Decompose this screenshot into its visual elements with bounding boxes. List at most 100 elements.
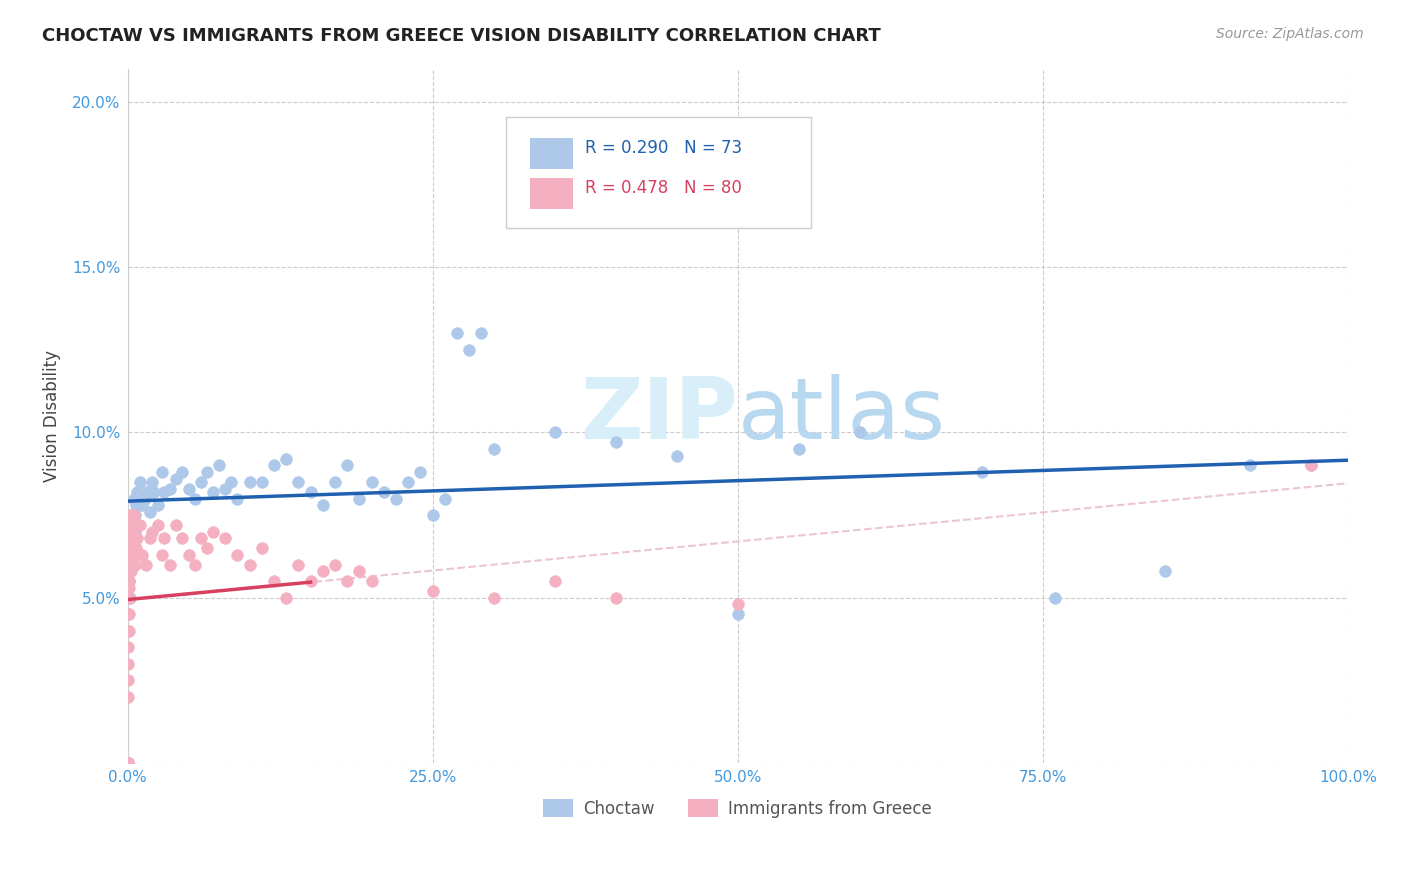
Point (118, 607, 141, 622)
Point (128, 498, 150, 512)
Point (121, 508, 143, 522)
Point (226, 548, 249, 562)
Point (446, 326, 468, 340)
Point (250, 541, 273, 555)
Point (226, 491, 249, 506)
Point (605, 591, 627, 605)
Point (134, 491, 156, 506)
Point (118, 541, 141, 555)
Point (120, 531, 142, 545)
Point (117, 558, 139, 572)
Point (433, 491, 456, 506)
Bar (530, 138, 574, 169)
Point (118, 558, 141, 572)
Point (214, 482, 236, 496)
Point (122, 491, 145, 506)
Point (117, 756, 139, 771)
Point (118, 548, 141, 562)
Point (312, 498, 335, 512)
Point (360, 574, 382, 589)
Point (118, 531, 141, 545)
Point (970, 465, 993, 479)
Point (165, 518, 187, 533)
Point (153, 531, 176, 545)
Point (125, 541, 148, 555)
Point (172, 465, 194, 479)
Point (118, 574, 141, 589)
Point (121, 531, 143, 545)
Point (117, 607, 139, 622)
Point (128, 475, 150, 489)
Point (117, 673, 139, 688)
Point (422, 508, 444, 522)
Point (263, 458, 285, 473)
Point (385, 491, 408, 506)
Point (544, 574, 567, 589)
Point (128, 518, 150, 533)
Point (135, 558, 157, 572)
Point (120, 564, 142, 578)
Point (117, 756, 139, 771)
Legend: Choctaw, Immigrants from Greece: Choctaw, Immigrants from Greece (537, 793, 939, 824)
Point (214, 531, 236, 545)
Point (195, 541, 218, 555)
Point (118, 551, 141, 566)
Point (727, 607, 749, 622)
Point (190, 531, 212, 545)
Point (409, 465, 432, 479)
Point (201, 484, 224, 499)
Point (118, 564, 141, 578)
Point (239, 475, 262, 489)
Point (665, 449, 688, 463)
Point (336, 574, 359, 589)
Text: R = 0.290   N = 73: R = 0.290 N = 73 (585, 139, 742, 157)
Point (150, 548, 173, 562)
Point (323, 475, 346, 489)
Text: R = 0.478   N = 80: R = 0.478 N = 80 (585, 179, 742, 197)
Point (849, 425, 872, 440)
Point (118, 591, 141, 605)
Point (117, 640, 139, 655)
Point (118, 524, 141, 539)
Point (120, 524, 142, 539)
Point (121, 558, 143, 572)
Point (117, 574, 139, 589)
Point (118, 548, 141, 562)
Point (239, 558, 262, 572)
Point (124, 524, 146, 539)
Point (124, 558, 146, 572)
Point (396, 475, 419, 489)
Point (118, 508, 141, 522)
Point (127, 531, 149, 545)
Text: atlas: atlas (738, 375, 946, 458)
Point (118, 581, 141, 595)
Point (122, 531, 145, 545)
Bar (530, 178, 574, 209)
Point (118, 541, 141, 555)
Point (159, 482, 181, 496)
Point (165, 472, 187, 486)
Point (1239, 458, 1261, 473)
Point (118, 518, 141, 533)
Point (120, 541, 142, 555)
Point (118, 558, 141, 572)
Point (349, 491, 371, 506)
Point (117, 756, 139, 771)
Point (117, 591, 139, 605)
Point (117, 756, 139, 771)
Point (150, 465, 173, 479)
Point (299, 574, 322, 589)
Point (146, 498, 169, 512)
Point (1301, 458, 1323, 473)
Point (349, 564, 371, 578)
Point (727, 598, 749, 612)
Point (138, 505, 160, 519)
Point (422, 584, 444, 599)
Point (143, 484, 166, 499)
Point (117, 657, 139, 671)
Point (177, 482, 200, 496)
Point (117, 756, 139, 771)
Point (458, 343, 481, 357)
Point (122, 508, 145, 522)
Point (125, 498, 148, 512)
